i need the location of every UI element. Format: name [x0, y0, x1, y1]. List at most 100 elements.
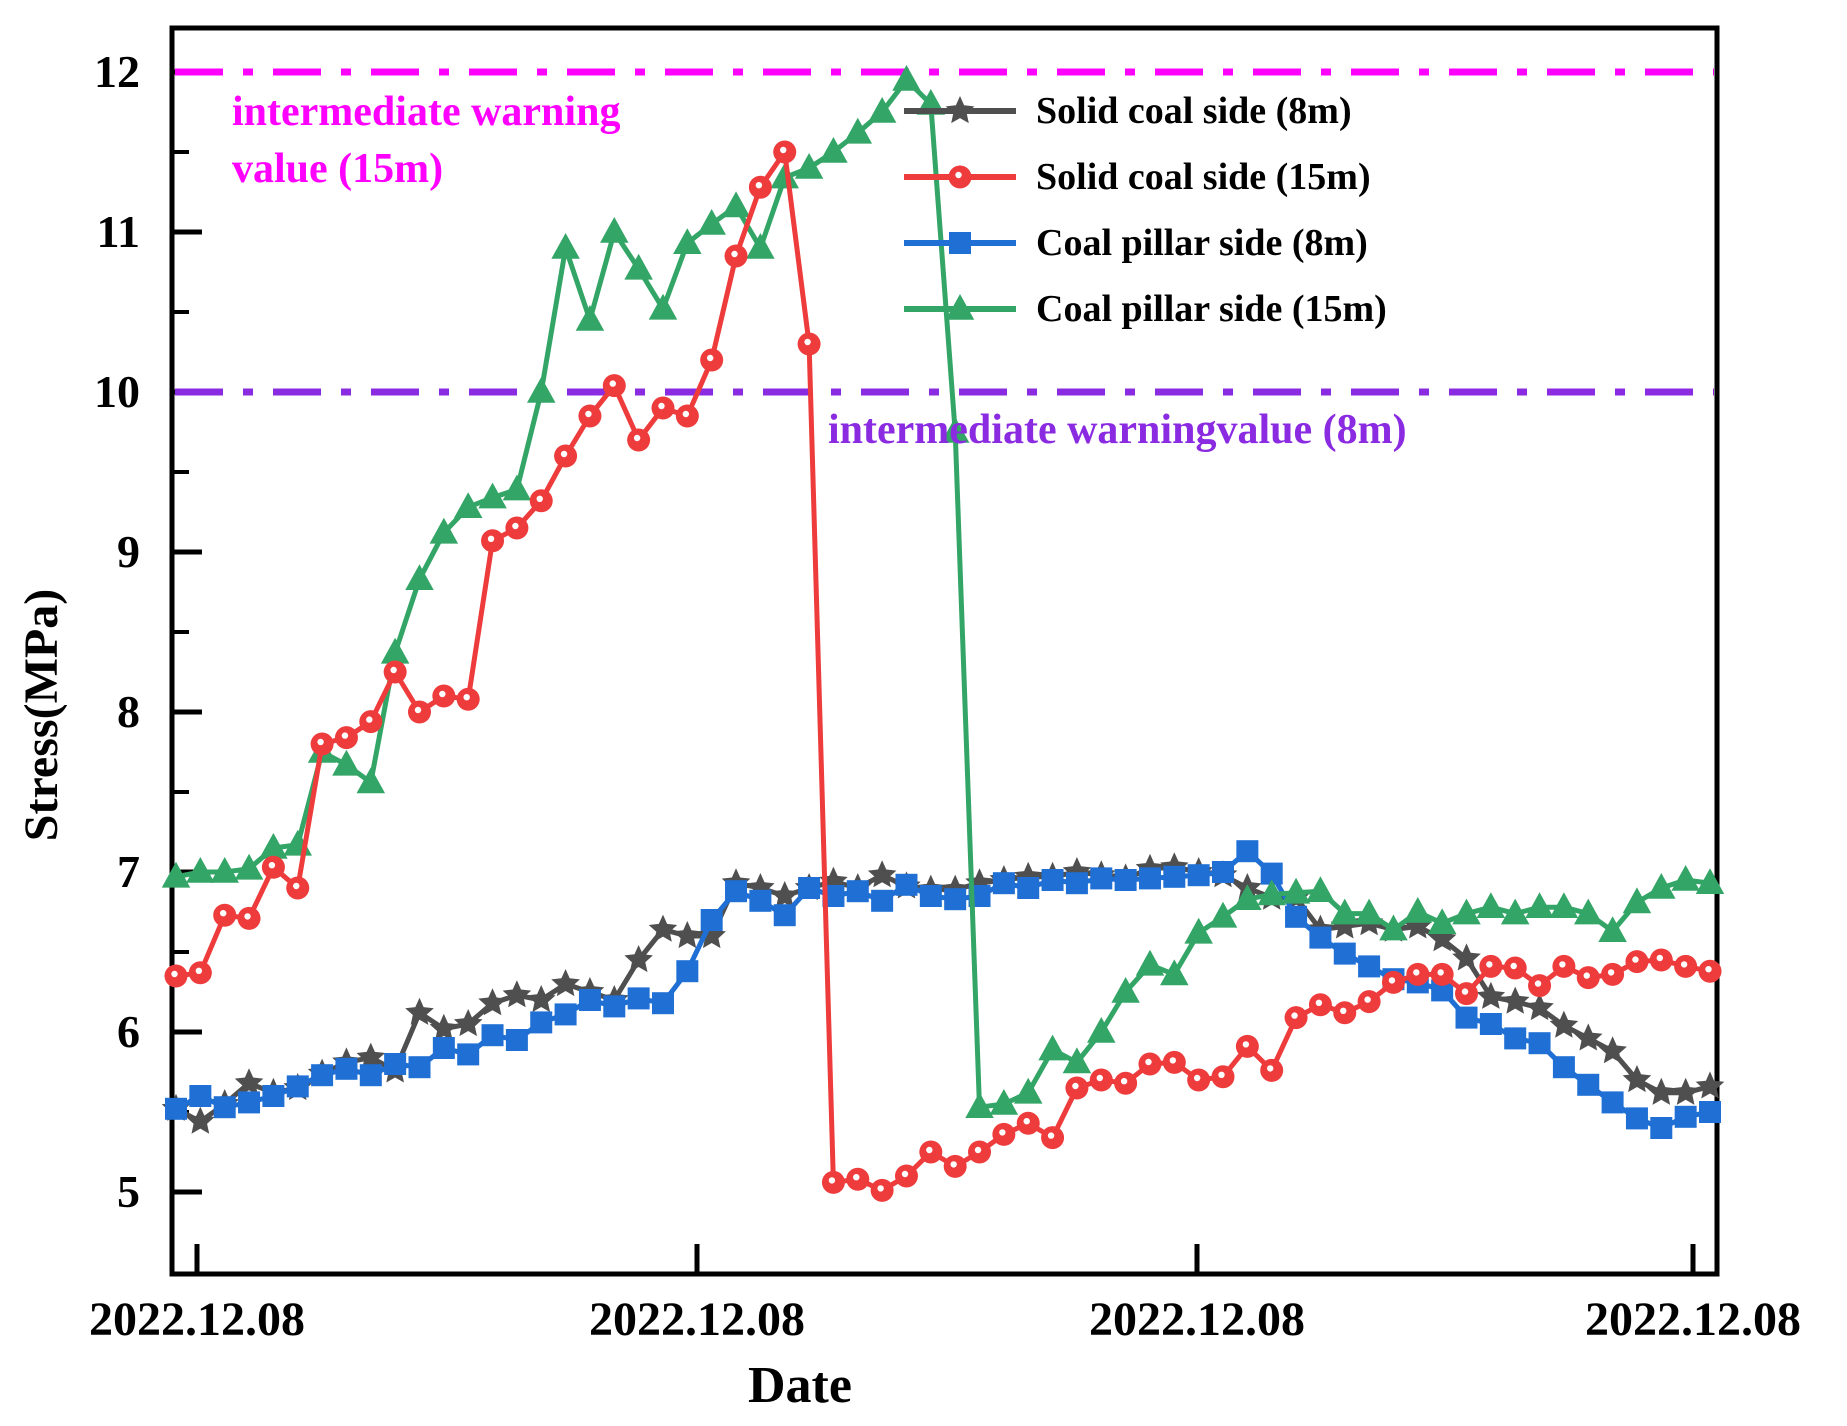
triangle-marker [234, 853, 264, 880]
square-marker [1138, 867, 1161, 890]
triangle-marker [1306, 876, 1335, 902]
star-marker [429, 1013, 459, 1041]
circle-marker-glint [463, 694, 470, 701]
star-marker [1427, 924, 1457, 952]
circle-marker-glint [171, 970, 178, 978]
star-marker [697, 921, 726, 949]
square-marker [189, 1085, 212, 1107]
square-marker [1212, 861, 1235, 883]
circle-marker-glint [1607, 969, 1615, 976]
square-marker [1455, 1006, 1478, 1029]
star-marker [770, 881, 799, 909]
star-marker [1574, 1023, 1603, 1051]
square-marker [1552, 1056, 1575, 1079]
circle-marker-glint [853, 1174, 860, 1181]
circle-marker-glint [1583, 972, 1590, 979]
legend: Solid coal side (8m) Solid coal side (15… [900, 78, 1387, 342]
square-marker [1650, 1117, 1673, 1139]
triangle-marker [356, 767, 386, 794]
circle-marker-glint [633, 434, 641, 442]
circle-marker-glint [926, 1146, 933, 1154]
circle-marker-glint [414, 706, 422, 714]
square-marker [992, 872, 1015, 895]
triangle-marker [1574, 898, 1603, 925]
legend-key-triangle-icon [900, 292, 1020, 326]
triangle-marker [502, 474, 532, 501]
star-marker [1622, 1065, 1652, 1093]
circle-marker-glint [950, 1161, 957, 1168]
circle-marker-glint [1242, 1041, 1250, 1048]
square-marker [335, 1057, 358, 1080]
triangle-marker [1379, 914, 1408, 941]
triangle-marker [186, 857, 215, 883]
circle-marker-glint [317, 738, 324, 746]
square-marker [895, 873, 918, 896]
square-marker [1309, 926, 1332, 949]
series-line-star [174, 864, 1711, 1125]
square-marker [1163, 865, 1186, 888]
square-marker [651, 992, 674, 1015]
square-marker [1504, 1027, 1527, 1050]
square-marker [1333, 942, 1356, 965]
legend-key-canvas [904, 294, 1016, 320]
star-marker [502, 980, 532, 1008]
triangle-marker [429, 517, 459, 544]
square-marker [1625, 1107, 1648, 1130]
star-marker [478, 988, 507, 1016]
star-marker [551, 969, 580, 997]
x-tick-label-1: 2022.12.08 [89, 1293, 305, 1346]
circle-marker-glint [390, 666, 397, 674]
triangle-marker [697, 209, 726, 235]
circle-marker-glint [1437, 969, 1444, 976]
circle-marker-glint [1632, 956, 1639, 963]
star-marker [1695, 1071, 1725, 1099]
legend-key-star-icon [900, 94, 1020, 128]
triangle-marker [1208, 901, 1238, 928]
square-marker [1577, 1073, 1600, 1096]
circle-marker-glint [1486, 961, 1493, 968]
star-marker [1647, 1077, 1676, 1105]
legend-row-coal-pillar-15m: Coal pillar side (15m) [900, 276, 1387, 342]
circle-marker-glint [560, 450, 568, 458]
star-marker [1452, 943, 1481, 971]
square-marker [213, 1096, 236, 1119]
warning-text-15m-line1: intermediate warning [232, 89, 621, 135]
legend-label: Solid coal side (15m) [1036, 156, 1371, 198]
triangle-marker [1111, 977, 1140, 1003]
warning-text-15m: intermediate warning value (15m) [232, 84, 620, 198]
triangle-marker [453, 492, 483, 518]
circle-marker-glint [609, 380, 616, 387]
triangle-marker [965, 1092, 994, 1118]
triangle-marker [405, 564, 434, 590]
star-marker [405, 997, 434, 1025]
triangle-marker [575, 305, 605, 331]
circle-marker-glint [293, 882, 300, 890]
square-marker [749, 889, 772, 912]
triangle-marker [1647, 873, 1676, 899]
triangle-marker [600, 217, 629, 243]
triangle-marker [721, 191, 751, 218]
star-marker [1671, 1077, 1700, 1105]
warning-text-15m-line2: value (15m) [232, 146, 444, 192]
square-marker [627, 987, 650, 1010]
star-marker [234, 1068, 264, 1096]
triangle-marker [624, 253, 653, 280]
triangle-marker [843, 117, 873, 144]
y-axis-title: Stress(MPa) [15, 588, 68, 842]
circle-marker-glint [1340, 1007, 1347, 1014]
circle-marker-glint [804, 338, 811, 346]
triangle-marker [1038, 1034, 1067, 1061]
square-marker [384, 1053, 407, 1075]
series-line-triangle [175, 77, 1711, 1110]
square-marker [1187, 864, 1210, 887]
circle-marker-glint [1656, 954, 1664, 962]
star-marker [867, 860, 897, 888]
legend-label: Solid coal side (8m) [1036, 90, 1352, 132]
square-marker [432, 1037, 455, 1059]
triangle-marker [161, 861, 191, 888]
y-tick-label-10: 10 [94, 366, 140, 417]
y-tick-label-11: 11 [96, 206, 140, 257]
star-marker [624, 945, 653, 973]
circle-marker-glint [1047, 1132, 1055, 1139]
